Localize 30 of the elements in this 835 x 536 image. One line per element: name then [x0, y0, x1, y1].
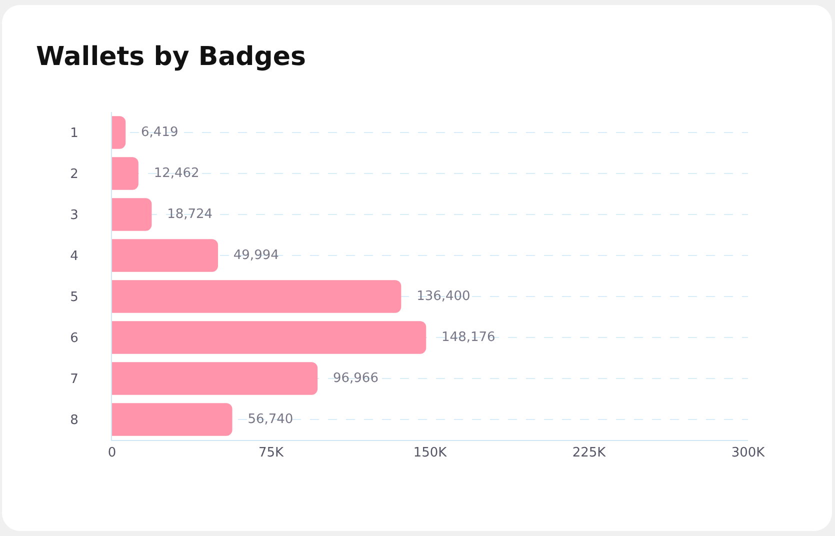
bar	[112, 116, 126, 149]
y-tick-label: 6	[70, 331, 78, 346]
y-tick-label: 4	[70, 249, 78, 264]
bar	[112, 321, 426, 354]
x-tick-label: 75K	[258, 446, 284, 461]
data-label: 12,462	[141, 166, 200, 181]
x-tick-label: 150K	[413, 446, 448, 461]
bar	[112, 403, 232, 436]
y-tick-label: 1	[70, 126, 78, 142]
y-tick-label: 8	[70, 413, 78, 428]
data-label: 136,400	[404, 289, 470, 304]
data-label: 96,966	[320, 371, 378, 386]
data-label: 56,740	[235, 412, 294, 427]
x-tick-label: 0	[108, 446, 116, 461]
bar	[112, 157, 138, 190]
chart-title: Wallets by Badges	[36, 42, 306, 72]
bar	[112, 362, 318, 395]
data-label: 18,724	[154, 207, 213, 222]
y-tick-label: 5	[70, 290, 78, 306]
y-tick-label: 2	[70, 167, 78, 182]
y-tick-label: 7	[70, 372, 78, 388]
data-label: 148,176	[429, 330, 496, 345]
x-tick-label: 300K	[731, 446, 766, 461]
bar	[112, 198, 152, 231]
x-tick-label: 225K	[572, 446, 606, 461]
y-tick-label: 3	[70, 208, 78, 224]
bar	[112, 280, 402, 313]
bar	[112, 239, 218, 272]
data-label: 49,994	[220, 248, 279, 263]
data-label: 6,419	[128, 125, 178, 140]
